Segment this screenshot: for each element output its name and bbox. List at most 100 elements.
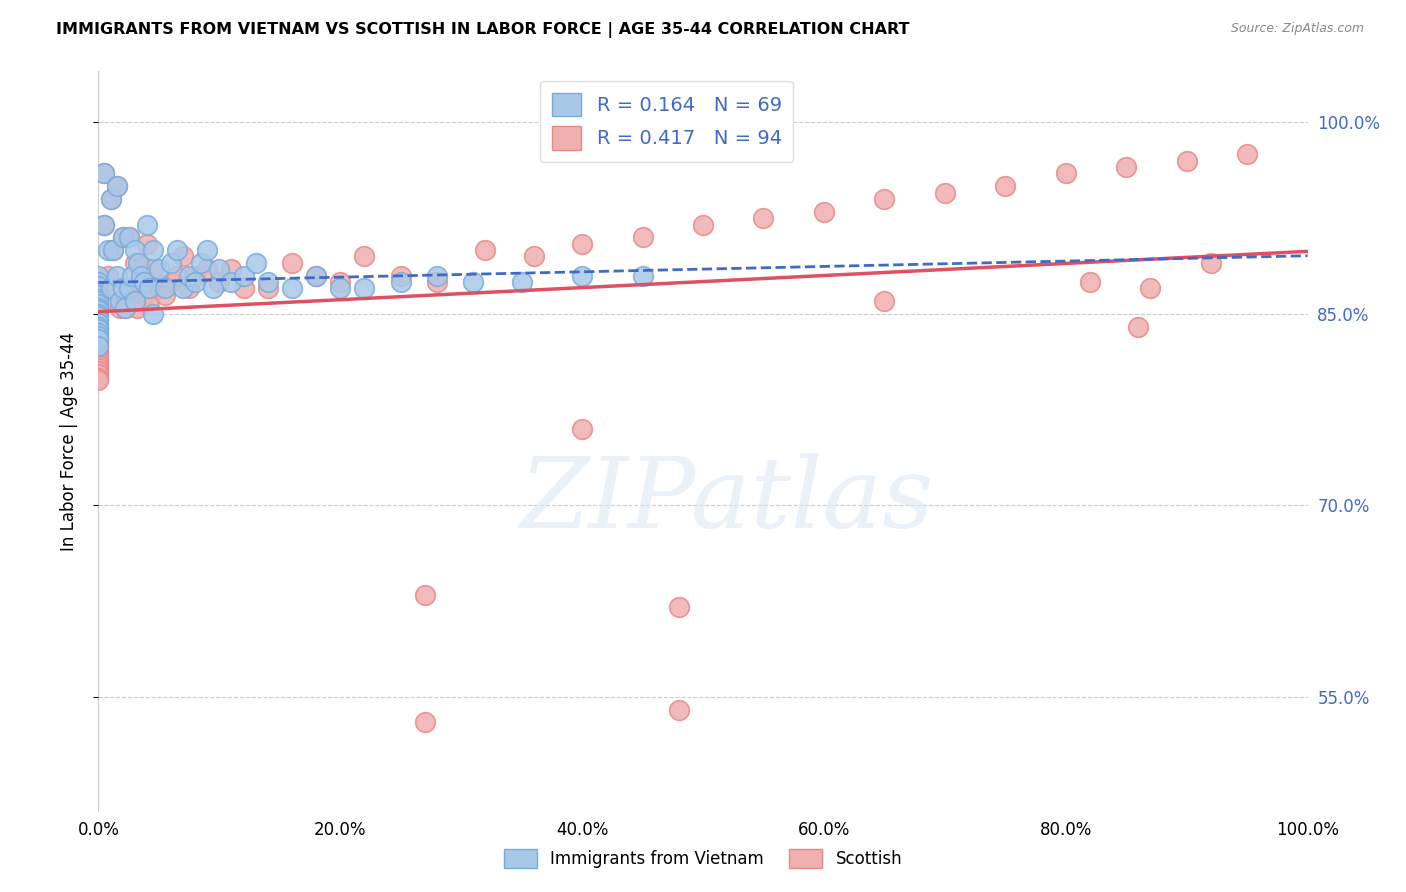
Point xyxy=(232,268,254,283)
Point xyxy=(87,301,110,315)
Point xyxy=(97,268,120,283)
Point xyxy=(100,192,122,206)
Point xyxy=(101,243,124,257)
Point xyxy=(111,281,134,295)
Point xyxy=(208,262,231,277)
Point xyxy=(1115,160,1137,174)
Point xyxy=(87,370,110,384)
Point xyxy=(124,243,146,257)
Point xyxy=(87,310,110,324)
Point xyxy=(153,281,176,295)
Point xyxy=(426,275,449,289)
Point xyxy=(118,230,141,244)
Point xyxy=(87,348,110,362)
Point xyxy=(179,268,201,283)
Point xyxy=(389,268,412,283)
Point xyxy=(93,218,115,232)
Point xyxy=(571,422,593,436)
Point xyxy=(142,262,165,277)
Point xyxy=(221,262,243,277)
Point xyxy=(281,281,304,295)
Point xyxy=(160,256,183,270)
Point xyxy=(353,281,375,295)
Point xyxy=(166,268,188,283)
Point xyxy=(87,304,110,318)
Point xyxy=(873,192,896,206)
Point xyxy=(523,250,546,264)
Point xyxy=(111,281,134,295)
Point xyxy=(87,367,110,381)
Point xyxy=(87,296,110,310)
Point xyxy=(105,268,128,283)
Point xyxy=(631,230,654,244)
Point xyxy=(87,292,110,306)
Point xyxy=(463,275,485,289)
Point xyxy=(100,294,122,309)
Point xyxy=(118,230,141,244)
Point xyxy=(87,345,110,359)
Point xyxy=(138,294,160,309)
Point xyxy=(232,281,254,295)
Point xyxy=(121,281,143,295)
Point xyxy=(87,373,110,387)
Point xyxy=(87,322,110,336)
Point xyxy=(1199,256,1222,270)
Point xyxy=(1128,319,1150,334)
Point xyxy=(87,343,110,357)
Point xyxy=(108,294,131,309)
Point xyxy=(148,262,170,277)
Point xyxy=(100,192,122,206)
Point xyxy=(127,301,149,315)
Point xyxy=(129,268,152,283)
Point xyxy=(87,339,110,353)
Point xyxy=(97,243,120,257)
Point xyxy=(202,281,225,295)
Point xyxy=(1236,147,1258,161)
Point xyxy=(87,307,110,321)
Point xyxy=(1175,153,1198,168)
Point xyxy=(134,275,156,289)
Point xyxy=(221,275,243,289)
Point xyxy=(87,358,110,372)
Point xyxy=(114,301,136,315)
Point xyxy=(87,351,110,366)
Point xyxy=(752,211,775,226)
Point xyxy=(118,281,141,295)
Point xyxy=(245,256,267,270)
Point xyxy=(87,303,110,318)
Point xyxy=(135,236,157,251)
Point xyxy=(571,236,593,251)
Point xyxy=(172,250,194,264)
Point xyxy=(87,294,110,309)
Point xyxy=(118,281,141,295)
Point xyxy=(389,275,412,289)
Point xyxy=(87,296,110,310)
Point xyxy=(105,281,128,295)
Point xyxy=(124,294,146,309)
Point xyxy=(87,316,110,330)
Point xyxy=(87,333,110,347)
Point xyxy=(87,292,110,306)
Point xyxy=(305,268,328,283)
Point xyxy=(934,186,956,200)
Point xyxy=(281,256,304,270)
Point xyxy=(184,275,207,289)
Point xyxy=(184,268,207,283)
Point xyxy=(87,334,110,349)
Point xyxy=(172,281,194,295)
Point xyxy=(1139,281,1161,295)
Point xyxy=(87,322,110,336)
Point xyxy=(668,703,690,717)
Point xyxy=(93,166,115,180)
Point xyxy=(87,278,110,293)
Point xyxy=(87,330,110,344)
Point xyxy=(413,715,436,730)
Point xyxy=(134,287,156,301)
Point xyxy=(138,281,160,295)
Point xyxy=(571,268,593,283)
Point xyxy=(87,313,110,327)
Point xyxy=(873,294,896,309)
Point xyxy=(510,275,533,289)
Point xyxy=(1054,166,1077,180)
Point xyxy=(87,319,110,334)
